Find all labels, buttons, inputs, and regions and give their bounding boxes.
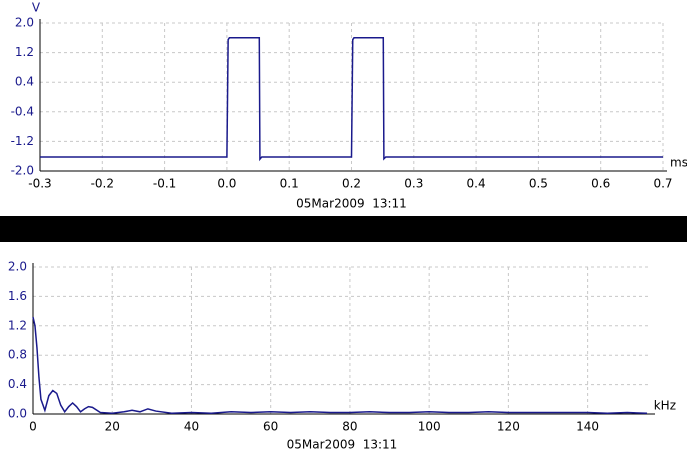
signal-line <box>32 316 648 415</box>
y-tick-label: -2.0 <box>11 164 34 178</box>
x-tick-label: 80 <box>342 420 357 434</box>
x-tick-label: -0.2 <box>91 177 114 191</box>
x-tick-label: 120 <box>497 420 520 434</box>
x-tick-label: 20 <box>105 420 120 434</box>
x-tick-label: 0.3 <box>404 177 423 191</box>
y-tick-label: -1.2 <box>11 134 34 148</box>
signal-line <box>40 37 663 162</box>
x-tick-label: 0.4 <box>467 177 486 191</box>
x-tick-label: 0.2 <box>342 177 361 191</box>
y-tick-label: 2.0 <box>8 260 27 274</box>
y-tick-label: 1.2 <box>8 318 27 332</box>
x-tick-label: 140 <box>576 420 599 434</box>
x-tick-label: 0.7 <box>653 177 672 191</box>
y-unit: V <box>32 1 41 15</box>
x-tick-label: 0.0 <box>217 177 236 191</box>
x-tick-label: -0.1 <box>153 177 176 191</box>
x-tick-label: 100 <box>418 420 441 434</box>
y-tick-label: 1.6 <box>8 289 27 303</box>
x-unit: ms <box>670 156 687 170</box>
y-tick-label: 2.0 <box>15 16 34 30</box>
x-tick-label: 0.6 <box>591 177 610 191</box>
y-tick-label: 0.8 <box>8 348 27 362</box>
x-tick-label: 60 <box>263 420 278 434</box>
x-tick-label: 40 <box>184 420 199 434</box>
x-tick-label: 0.5 <box>529 177 548 191</box>
y-tick-label: 0.0 <box>8 407 27 421</box>
timestamp: 05Mar2009 13:11 <box>296 197 407 211</box>
y-tick-label: 1.2 <box>15 45 34 59</box>
x-tick-label: 0.1 <box>280 177 299 191</box>
y-tick-label: 0.4 <box>15 75 34 89</box>
y-tick-label: -0.4 <box>11 104 34 118</box>
timestamp: 05Mar2009 13:11 <box>287 438 398 452</box>
x-unit: kHz <box>654 399 676 413</box>
y-tick-label: 0.4 <box>8 377 27 391</box>
separator-bar <box>0 216 687 242</box>
x-tick-label: 0 <box>29 420 37 434</box>
x-tick-label: -0.3 <box>28 177 51 191</box>
